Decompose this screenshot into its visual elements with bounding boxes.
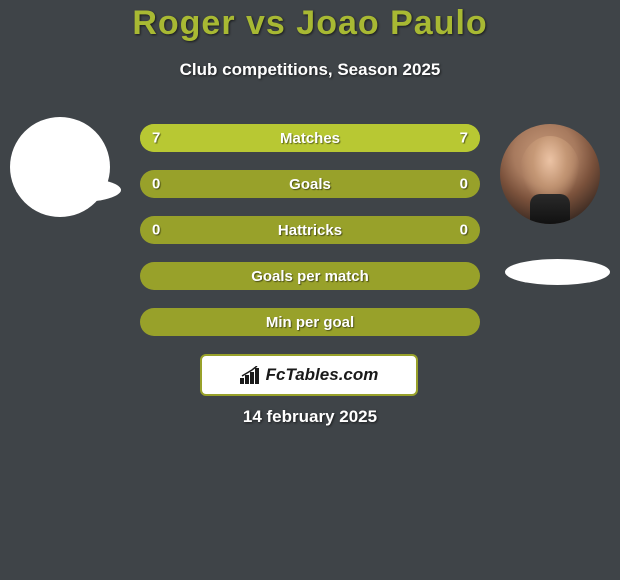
player-right-shadow [505, 259, 610, 285]
stat-value-right: 0 [460, 222, 468, 239]
stat-label: Hattricks [278, 222, 342, 239]
stat-value-left: 0 [152, 176, 160, 193]
stat-label: Goals per match [251, 268, 369, 285]
stat-label: Min per goal [266, 314, 354, 331]
stat-row: 7 Matches 7 [140, 124, 480, 152]
vs-text: vs [246, 4, 286, 42]
stat-row: 0 Goals 0 [140, 170, 480, 198]
stat-row: 0 Hattricks 0 [140, 216, 480, 244]
page-title: Roger vs Joao Paulo [0, 4, 620, 43]
stat-label: Matches [280, 130, 340, 147]
stat-row: Goals per match [140, 262, 480, 290]
comparison-infographic: Roger vs Joao Paulo Club competitions, S… [0, 0, 620, 580]
stat-value-left: 0 [152, 222, 160, 239]
date-text: 14 february 2025 [0, 407, 620, 427]
comparison-rows: 7 Matches 7 0 Goals 0 0 Hattricks 0 Goals per mat… [140, 124, 480, 354]
player-left-shadow [16, 177, 121, 203]
player-right-avatar [500, 124, 600, 224]
brand-badge: FcTables.com [200, 354, 418, 396]
stat-value-right: 0 [460, 176, 468, 193]
player-right-name: Joao Paulo [296, 4, 487, 42]
chart-icon [240, 366, 262, 384]
stat-value-right: 7 [460, 130, 468, 147]
brand-text: FcTables.com [266, 365, 379, 385]
stat-row: Min per goal [140, 308, 480, 336]
player-left-name: Roger [132, 4, 235, 42]
stat-label: Goals [289, 176, 331, 193]
subtitle: Club competitions, Season 2025 [0, 60, 620, 80]
stat-value-left: 7 [152, 130, 160, 147]
